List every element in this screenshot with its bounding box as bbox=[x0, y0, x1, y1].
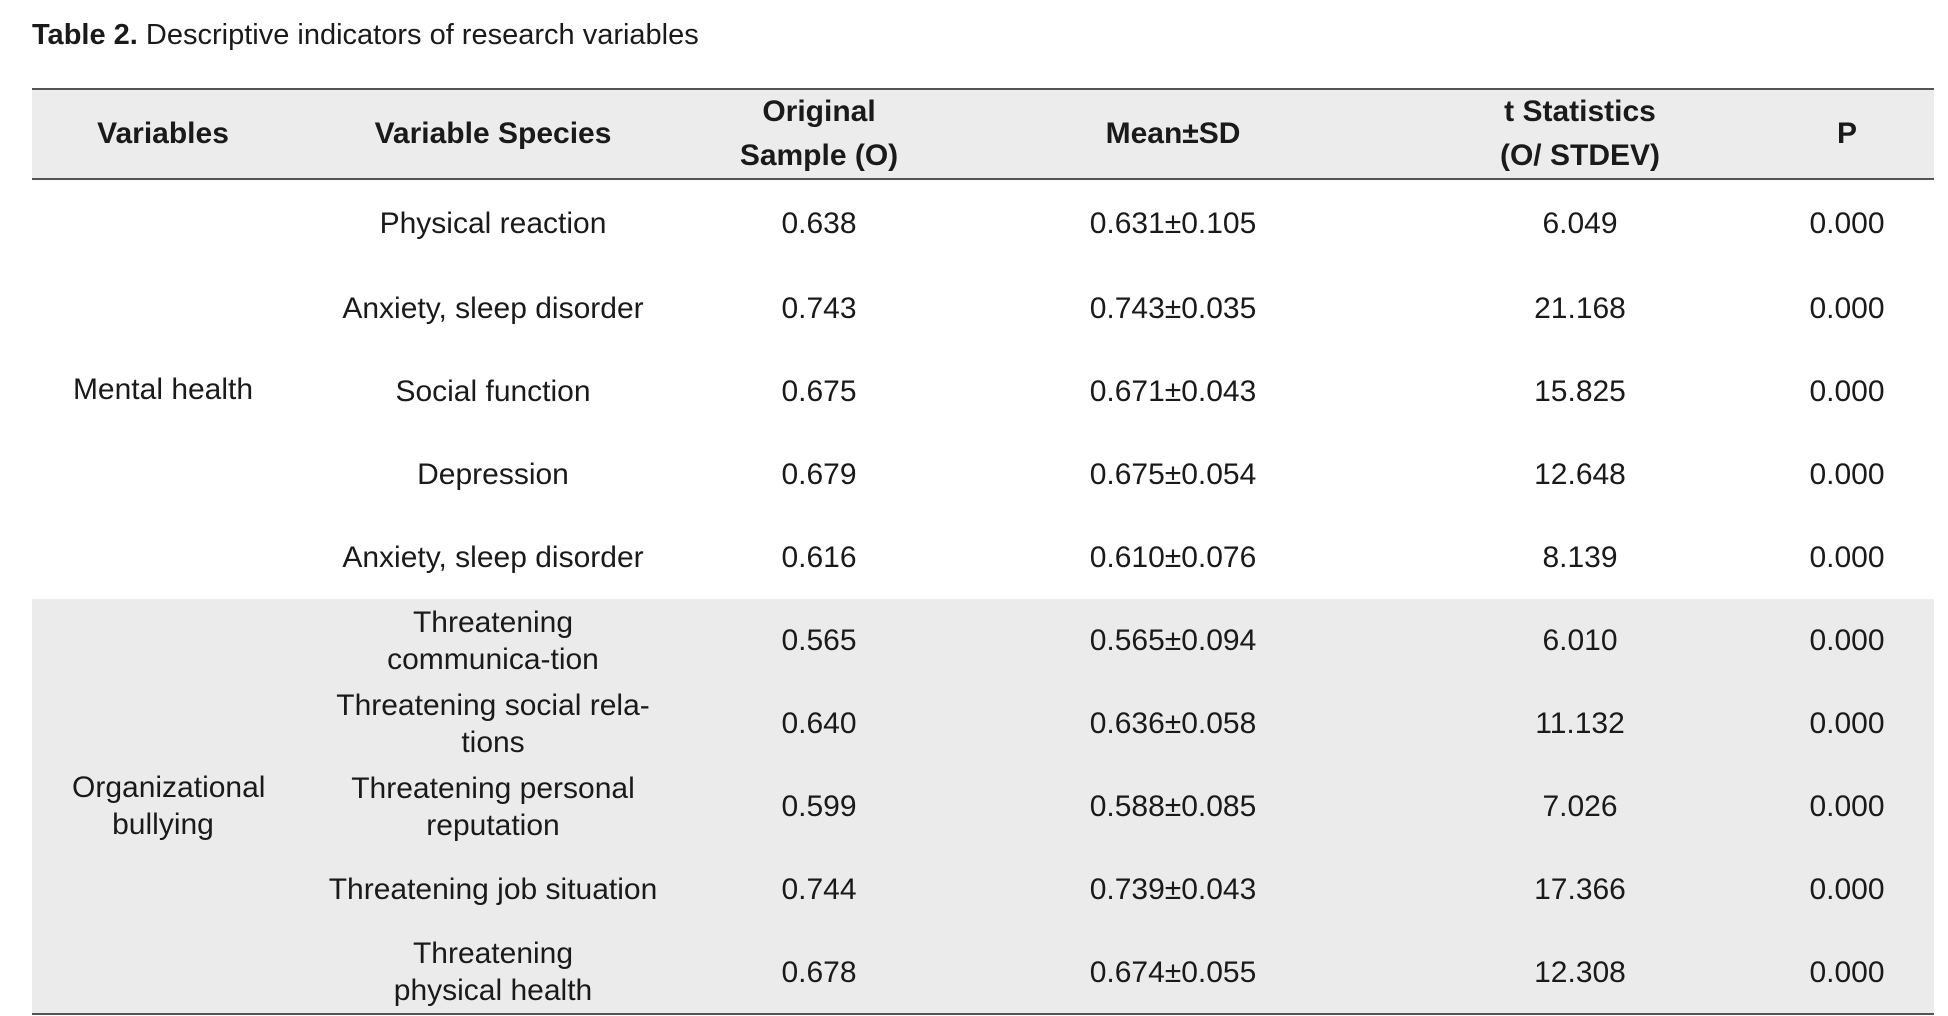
header-row: Variables Variable Species Original Samp… bbox=[32, 89, 1934, 179]
table-row: Mental health Physical reaction 0.638 0.… bbox=[32, 179, 1934, 406]
table-row: Threatening personal reputation 0.599 0.… bbox=[32, 765, 1934, 848]
t-statistic-cell: 15.825 bbox=[1534, 375, 1626, 408]
species-cell: Anxiety, sleep disorder bbox=[342, 292, 644, 325]
p-value-cell: 0.000 bbox=[1809, 790, 1885, 823]
p-value-cell: 0.000 bbox=[1809, 292, 1885, 325]
group-mental-health: Mental health Physical reaction 0.638 0.… bbox=[32, 179, 1934, 599]
original-cell: 0.638 bbox=[781, 207, 857, 240]
p-value-cell: 0.000 bbox=[1809, 541, 1885, 574]
header-t-statistics: t Statistics (O/ STDEV) bbox=[1499, 95, 1660, 172]
variable-cell: Mental health bbox=[72, 373, 254, 406]
p-value-cell: 0.000 bbox=[1809, 707, 1885, 740]
mean-sd-cell: 0.671±0.043 bbox=[1089, 375, 1257, 408]
species-cell: Social function bbox=[395, 375, 591, 408]
species-cell: Threatening communica-tion bbox=[387, 605, 599, 676]
table-caption-text: Descriptive indicators of research varia… bbox=[145, 19, 699, 51]
p-value-cell: 0.000 bbox=[1809, 375, 1885, 408]
original-cell: 0.744 bbox=[781, 873, 857, 906]
t-statistic-cell: 12.648 bbox=[1534, 458, 1626, 491]
table-header: Variables Variable Species Original Samp… bbox=[32, 89, 1934, 179]
species-cell: Threatening social rela-tions bbox=[336, 688, 650, 759]
original-cell: 0.640 bbox=[781, 707, 857, 740]
mean-sd-cell: 0.610±0.076 bbox=[1089, 541, 1257, 574]
species-cell: Threatening physical health bbox=[393, 937, 593, 1007]
table-row: Organizational bullying Threatening comm… bbox=[32, 599, 1934, 841]
original-cell: 0.743 bbox=[781, 292, 857, 325]
t-statistic-cell: 11.132 bbox=[1535, 707, 1625, 740]
t-statistic-cell: 8.139 bbox=[1542, 541, 1618, 574]
mean-sd-cell: 0.674±0.055 bbox=[1089, 955, 1257, 989]
original-cell: 0.565 bbox=[781, 624, 857, 657]
mean-sd-cell: 0.743±0.035 bbox=[1089, 292, 1257, 325]
table-row: Threatening job situation 0.744 0.739±0.… bbox=[32, 848, 1934, 931]
mean-sd-cell: 0.565±0.094 bbox=[1089, 624, 1257, 657]
header-original-sample: Original Sample (O) bbox=[739, 95, 899, 172]
mean-sd-cell: 0.739±0.043 bbox=[1089, 873, 1257, 906]
species-cell: Threatening job situation bbox=[328, 873, 658, 906]
species-cell: Depression bbox=[417, 458, 569, 491]
t-statistic-cell: 7.026 bbox=[1542, 790, 1618, 823]
p-value-cell: 0.000 bbox=[1809, 624, 1885, 657]
original-cell: 0.679 bbox=[781, 458, 857, 491]
table-caption: Table 2. Descriptive indicators of resea… bbox=[32, 14, 699, 56]
mean-sd-cell: 0.631±0.105 bbox=[1089, 207, 1257, 240]
mean-sd-cell: 0.588±0.085 bbox=[1089, 790, 1257, 823]
original-cell: 0.678 bbox=[781, 955, 857, 989]
table-row: Anxiety, sleep disorder 0.616 0.610±0.07… bbox=[32, 516, 1934, 599]
table-row: Anxiety, sleep disorder 0.743 0.743±0.03… bbox=[32, 267, 1934, 350]
header-variable-species: Variable Species bbox=[374, 117, 612, 150]
header-mean-sd: Mean±SD bbox=[1105, 117, 1241, 150]
t-statistic-cell: 12.308 bbox=[1534, 955, 1626, 989]
original-cell: 0.616 bbox=[781, 541, 857, 574]
table-row: Social function 0.675 0.671±0.043 15.825… bbox=[32, 350, 1934, 433]
species-cell: Threatening personal reputation bbox=[351, 771, 635, 842]
table-row: Threatening physical health 0.678 0.674±… bbox=[32, 931, 1934, 1014]
original-cell: 0.675 bbox=[781, 375, 857, 408]
descriptive-indicators-table: Variables Variable Species Original Samp… bbox=[32, 88, 1934, 1015]
p-value-cell: 0.000 bbox=[1809, 207, 1885, 240]
header-variables: Variables bbox=[97, 117, 229, 150]
group-organizational-bullying: Organizational bullying Threatening comm… bbox=[32, 599, 1934, 1014]
p-value-cell: 0.000 bbox=[1809, 955, 1885, 989]
t-statistic-cell: 6.010 bbox=[1542, 624, 1618, 657]
table-caption-label: Table 2. bbox=[32, 19, 138, 51]
table-row: Threatening social rela-tions 0.640 0.63… bbox=[32, 682, 1934, 765]
t-statistic-cell: 6.049 bbox=[1542, 207, 1618, 240]
t-statistic-cell: 21.168 bbox=[1534, 292, 1626, 325]
t-statistic-cell: 17.366 bbox=[1534, 873, 1626, 906]
p-value-cell: 0.000 bbox=[1809, 458, 1885, 491]
header-p: P bbox=[1836, 117, 1857, 150]
species-cell: Physical reaction bbox=[379, 207, 607, 240]
p-value-cell: 0.000 bbox=[1809, 873, 1885, 906]
variable-cell: Organizational bullying bbox=[72, 771, 266, 841]
table-row: Depression 0.679 0.675±0.054 12.648 0.00… bbox=[32, 433, 1934, 516]
species-cell: Anxiety, sleep disorder bbox=[342, 541, 644, 574]
mean-sd-cell: 0.636±0.058 bbox=[1089, 707, 1257, 740]
mean-sd-cell: 0.675±0.054 bbox=[1089, 458, 1257, 491]
original-cell: 0.599 bbox=[781, 790, 857, 823]
